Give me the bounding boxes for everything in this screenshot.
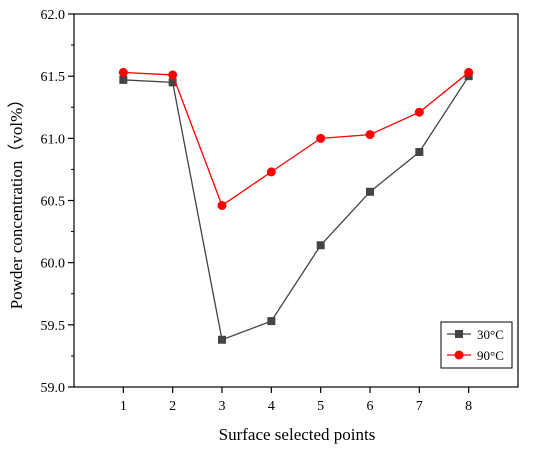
x-tick-label: 4 [268,399,275,414]
y-tick-label: 59.5 [41,319,66,334]
y-tick-label: 61.0 [41,132,66,147]
data-point-square [366,187,374,196]
x-tick-label: 6 [367,399,374,414]
data-point-square [168,78,177,87]
series-line [123,75,470,341]
x-tick-label: 5 [317,399,324,414]
data-point-square [316,241,325,250]
data-point-square [218,335,226,344]
axes: 1 2 3 4 5 6 7 8 59.0 59.5 60.0 60.5 61.0 61.5 62.0 [41,8,519,414]
y-tick-label: 60.0 [41,257,66,272]
data-point-circle [365,130,375,140]
y-tick-label: 62.0 [41,8,66,23]
x-tick-label: 2 [169,399,176,414]
legend-label: 30°C [477,327,504,342]
data-point-circle [168,70,178,80]
y-axis-title: Powder concentration（vol%） [7,91,26,310]
series-line [123,71,470,207]
data-point-circle [118,67,128,77]
x-axis-title: Surface selected points [219,425,376,444]
legend-marker-square [455,330,463,338]
data-point-circle [464,67,474,77]
data-point-square [415,148,424,157]
legend: 30°C 90°C [440,321,513,369]
data-point-circle [266,167,276,177]
x-tick-label: 8 [465,399,472,414]
data-point-circle [316,133,326,143]
data-point-circle [217,200,227,210]
data-point-circle [414,107,424,117]
legend-marker-circle [454,350,464,360]
series-group [118,67,474,344]
x-tick-label: 7 [416,399,423,414]
data-point-square [267,317,276,326]
x-tick-label: 1 [120,399,127,414]
legend-label: 90°C [477,348,504,363]
data-point-square [119,75,128,84]
series-2 [118,67,474,210]
legend-box [440,321,513,369]
x-tick-label: 3 [219,399,226,414]
y-tick-label: 61.5 [41,70,66,85]
y-tick-label: 60.5 [41,195,66,210]
y-tick-label: 59.0 [41,381,66,396]
